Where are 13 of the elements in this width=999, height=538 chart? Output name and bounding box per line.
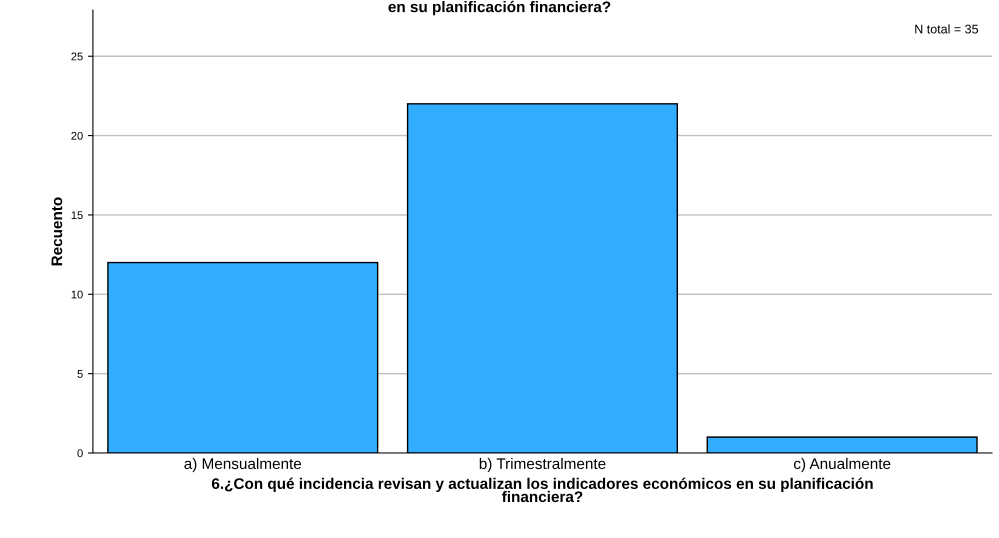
- y-tick-label: 5: [77, 370, 83, 378]
- y-tick-label: 0: [77, 449, 83, 458]
- y-tick-label: 25: [71, 52, 83, 60]
- annotation: N total = 35: [915, 24, 978, 34]
- x-tick-label: c) Anualmente: [794, 458, 890, 472]
- x-tick-label: b) Trimestralmente: [480, 458, 606, 472]
- y-tick-label: 20: [71, 132, 83, 140]
- chart-title: en su planificación financiera?: [388, 0, 610, 16]
- y-axis-title: Recuento: [52, 197, 62, 266]
- x-axis-title: 6.¿Con qué incidencia revisan y actualizan los indicadores económicos en su planificación financiera?: [212, 478, 873, 502]
- y-tick-label: 10: [72, 290, 83, 298]
- y-tick-label: 15: [72, 211, 83, 220]
- x-tick-label: a) Mensualmente: [184, 458, 302, 472]
